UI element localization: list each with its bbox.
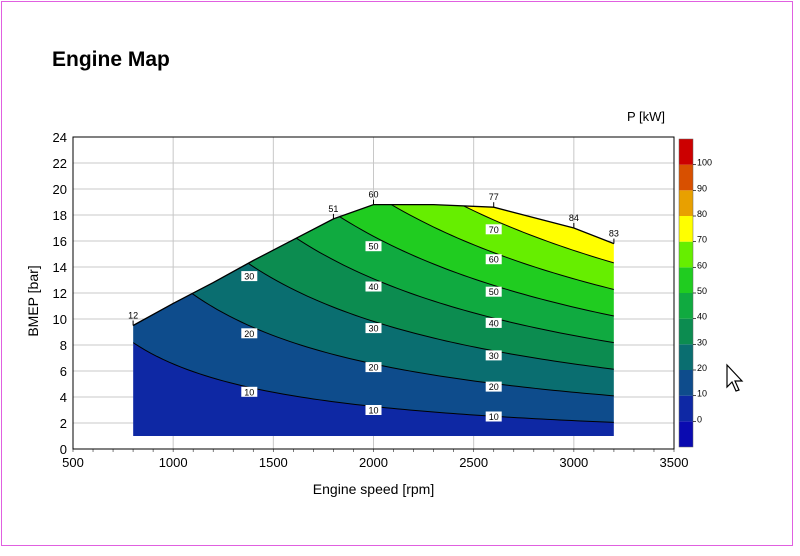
colorbar-band (679, 139, 693, 165)
y-tick-label: 8 (60, 338, 67, 353)
colorbar-band (679, 421, 693, 447)
colorbar-band (679, 216, 693, 242)
colorbar-tick-label: 0 (697, 414, 702, 424)
contour-label-box (485, 350, 502, 361)
contour-label-box (365, 241, 382, 252)
colorbar-band (679, 370, 693, 396)
full-load-label: 84 (569, 213, 579, 223)
mouse-pointer-icon (726, 363, 744, 392)
contour-label-box (241, 271, 258, 282)
contour-label-box (241, 386, 258, 397)
y-tick-label: 2 (60, 416, 67, 431)
contour-label-box (365, 323, 382, 334)
y-tick-label: 14 (53, 260, 67, 275)
map-band (133, 204, 614, 317)
y-tick-label: 4 (60, 390, 67, 405)
contour-label: 30 (489, 351, 499, 361)
x-axis-label: Engine speed [rpm] (313, 481, 434, 497)
colorbar-tick-label: 20 (697, 363, 707, 373)
map-band (133, 204, 614, 290)
colorbar-tick-label: 10 (697, 389, 707, 399)
colorbar-tick-label: 70 (697, 235, 707, 245)
contour-label-box (365, 405, 382, 415)
contour-label-box (485, 286, 502, 297)
colorbar-band (679, 164, 693, 191)
contour-label: 30 (244, 272, 254, 282)
colorbar-tick-label: 60 (697, 260, 707, 270)
contour-label: 20 (244, 329, 254, 339)
contour-label: 20 (489, 382, 499, 392)
colorbar-tick-label: 100 (697, 158, 712, 168)
colorbar-tick-label: 80 (697, 209, 707, 219)
x-tick-label: 2500 (459, 455, 488, 470)
y-tick-label: 16 (53, 234, 67, 249)
contour-label: 50 (368, 242, 378, 252)
contour-label: 60 (489, 255, 499, 265)
contour-label: 40 (368, 282, 378, 292)
contour-label: 70 (489, 225, 499, 235)
contour-label-box (485, 254, 502, 265)
x-tick-label: 1000 (159, 455, 188, 470)
colorbar-band (679, 293, 693, 319)
contour-line (246, 204, 614, 317)
contour-label-box (241, 328, 258, 339)
colorbar-band (679, 344, 693, 370)
contour-label: 10 (489, 412, 499, 422)
map-band (133, 204, 614, 370)
full-load-label: 12 (128, 311, 138, 321)
full-load-label: 77 (489, 192, 499, 202)
x-tick-label: 3500 (660, 455, 689, 470)
y-tick-label: 22 (53, 156, 67, 171)
contour-line (355, 204, 614, 264)
contour-label: 40 (489, 318, 499, 328)
contour-label: 50 (489, 287, 499, 297)
contour-label: 10 (368, 406, 378, 416)
colorbar-band (679, 395, 693, 422)
map-band (133, 236, 614, 423)
y-axis-label: BMEP [bar] (25, 265, 41, 336)
y-tick-label: 24 (53, 130, 67, 145)
colorbar-band (679, 318, 693, 345)
full-load-label: 83 (609, 229, 619, 239)
colorbar-band (679, 267, 693, 293)
colorbar-tick-label: 90 (697, 183, 707, 193)
y-tick-label: 18 (53, 208, 67, 223)
full-load-label: 60 (368, 190, 378, 200)
x-tick-label: 1500 (259, 455, 288, 470)
plot-frame (72, 136, 675, 450)
y-tick-label: 6 (60, 364, 67, 379)
contour-label-box (365, 362, 382, 373)
contour-label-box (485, 411, 502, 422)
colorbar-tick-label: 50 (697, 286, 707, 296)
contour-label: 30 (368, 324, 378, 334)
colorbar-tick-label: 40 (697, 312, 707, 322)
colorbar-label: P [kW] (627, 109, 665, 124)
y-tick-label: 20 (53, 182, 67, 197)
colorbar-tick-label: 30 (697, 337, 707, 347)
contour-label-box (485, 224, 502, 235)
y-tick-label: 12 (53, 286, 67, 301)
contour-line (301, 204, 614, 290)
contour-label-box (485, 317, 502, 328)
contour-label-box (365, 281, 382, 292)
contour-label: 10 (244, 387, 254, 397)
x-tick-label: 500 (62, 455, 84, 470)
colorbar-band (679, 190, 693, 216)
contour-label: 20 (368, 363, 378, 373)
map-band (133, 342, 614, 436)
chart-title: Engine Map (52, 48, 170, 71)
x-tick-label: 2000 (359, 455, 388, 470)
y-tick-label: 0 (60, 442, 67, 457)
colorbar-band (679, 241, 693, 268)
y-tick-label: 10 (53, 312, 67, 327)
x-tick-label: 3000 (559, 455, 588, 470)
full-load-label: 51 (328, 204, 338, 214)
contour-label-box (485, 381, 502, 392)
